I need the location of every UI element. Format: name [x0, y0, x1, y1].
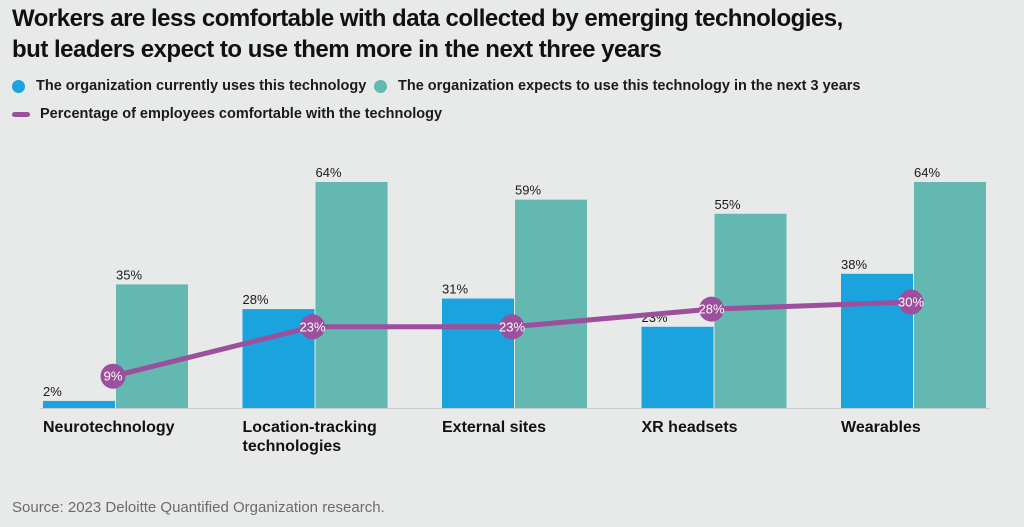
bar-label-expected-3: 59%	[515, 183, 541, 198]
comfort-point-label-1: 9%	[104, 369, 123, 384]
comfort-point-label-3: 23%	[499, 319, 525, 334]
comfort-point-4	[699, 296, 724, 322]
comfort-point-1	[100, 363, 126, 389]
category-label-5-line-1: Wearables	[841, 419, 921, 436]
comfort-point-label-5: 30%	[898, 295, 924, 310]
bar-label-current-3: 31%	[442, 282, 468, 297]
chart-title: Workers are less comfortable with data c…	[12, 3, 1012, 65]
bar-current-4	[641, 326, 714, 408]
bar-current-1	[43, 400, 115, 408]
bar-expected-1	[116, 284, 188, 408]
bar-label-expected-5: 64%	[914, 165, 940, 180]
legend-item-comfort: Percentage of employees comfortable with…	[12, 106, 442, 122]
category-label-5: Wearables	[841, 419, 921, 436]
bar-expected-5	[914, 182, 986, 408]
comfort-point-5	[898, 289, 924, 315]
comfort-point-label-4: 28%	[698, 302, 724, 317]
comfort-point-3	[499, 314, 525, 340]
bar-label-expected-1: 35%	[116, 267, 142, 282]
bar-label-current-1: 2%	[43, 384, 62, 399]
category-label-4: XR headsets	[642, 419, 738, 436]
bar-label-expected-2: 64%	[316, 165, 342, 180]
legend-item-expected: The organization expects to use this tec…	[374, 78, 861, 94]
legend-label-current: The organization currently uses this tec…	[36, 78, 367, 94]
bar-label-current-2: 28%	[243, 292, 269, 307]
bar-expected-3	[515, 199, 587, 408]
legend-swatch-comfort	[12, 111, 30, 117]
category-label-2: Location-tracking technologies	[243, 419, 377, 455]
bar-current-3	[442, 298, 514, 408]
bar-expected-2	[315, 182, 388, 408]
category-label-4-line-1: XR headsets	[642, 419, 738, 436]
source-note: Source: 2023 Deloitte Quantified Organiz…	[12, 499, 385, 516]
comfort-point-2	[300, 314, 325, 340]
category-label-3: External sites	[442, 419, 546, 436]
category-label-2-line-2: technologies	[243, 438, 342, 455]
legend-label-expected: The organization expects to use this tec…	[398, 78, 861, 94]
chart-title-line-2: but leaders expect to use them more in t…	[12, 36, 662, 63]
bar-label-current-5: 38%	[841, 257, 867, 272]
category-label-1: Neurotechnology	[43, 419, 175, 436]
legend-swatch-current	[12, 79, 25, 93]
legend-label-comfort: Percentage of employees comfortable with…	[40, 106, 443, 122]
bar-label-expected-4: 55%	[715, 197, 741, 212]
legend-item-current: The organization currently uses this tec…	[12, 78, 366, 94]
category-label-3-line-1: External sites	[442, 419, 546, 436]
comfort-point-label-2: 23%	[299, 319, 325, 334]
category-label-2-line-1: Location-tracking	[243, 419, 377, 436]
chart-title-line-1: Workers are less comfortable with data c…	[12, 5, 843, 32]
category-label-1-line-1: Neurotechnology	[43, 419, 175, 436]
legend-swatch-expected	[374, 79, 387, 93]
